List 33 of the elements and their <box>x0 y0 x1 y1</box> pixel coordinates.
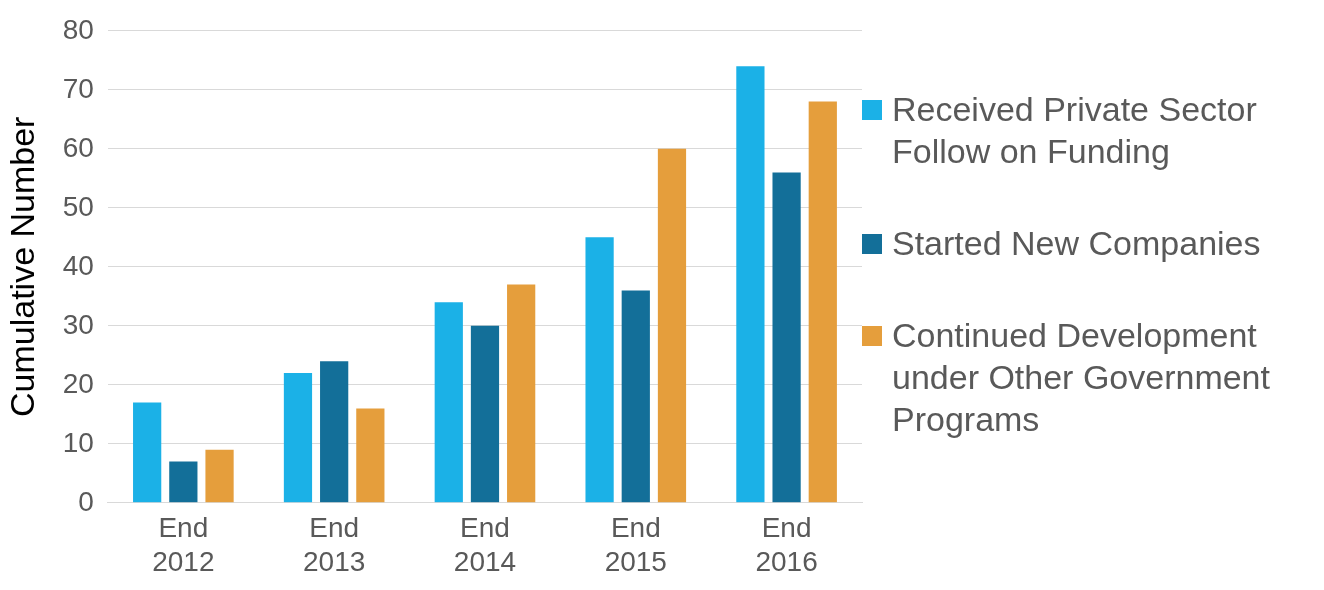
bar <box>434 302 463 503</box>
bar <box>283 373 313 503</box>
bar <box>621 290 650 503</box>
bar <box>736 66 765 503</box>
bar <box>133 402 162 503</box>
y-tick-label: 20 <box>62 367 94 399</box>
bar <box>585 237 614 503</box>
bar <box>470 325 500 503</box>
y-tick-label: 0 <box>78 485 94 517</box>
legend-label: Received Private Sector Follow on Funding <box>892 89 1258 172</box>
y-tick-label: 80 <box>62 13 94 45</box>
x-tick-label: End 2012 <box>152 512 215 577</box>
bar <box>169 461 198 503</box>
bar <box>772 172 801 503</box>
y-tick-label: 50 <box>62 190 94 222</box>
y-tick-label: 60 <box>62 131 94 163</box>
bar <box>657 148 687 503</box>
bar <box>320 361 349 503</box>
legend-label: Started New Companies <box>892 223 1261 264</box>
legend-label: Continued Development under Other Government Programs <box>892 315 1271 440</box>
y-tick-label: 70 <box>62 72 94 104</box>
y-tick-label: 40 <box>62 249 94 281</box>
x-tick-label: End 2015 <box>604 512 667 577</box>
x-tick-label: End 2016 <box>755 512 818 577</box>
x-tick-label: End 2013 <box>303 512 366 577</box>
y-tick-label: 10 <box>62 426 94 458</box>
x-tick-label: End 2014 <box>453 512 517 577</box>
y-tick-label: 30 <box>62 308 94 340</box>
bar <box>507 284 536 503</box>
bar <box>808 101 837 503</box>
bar <box>205 449 234 503</box>
bar <box>356 408 385 503</box>
y-axis-title: Cumulative Number <box>2 116 41 418</box>
